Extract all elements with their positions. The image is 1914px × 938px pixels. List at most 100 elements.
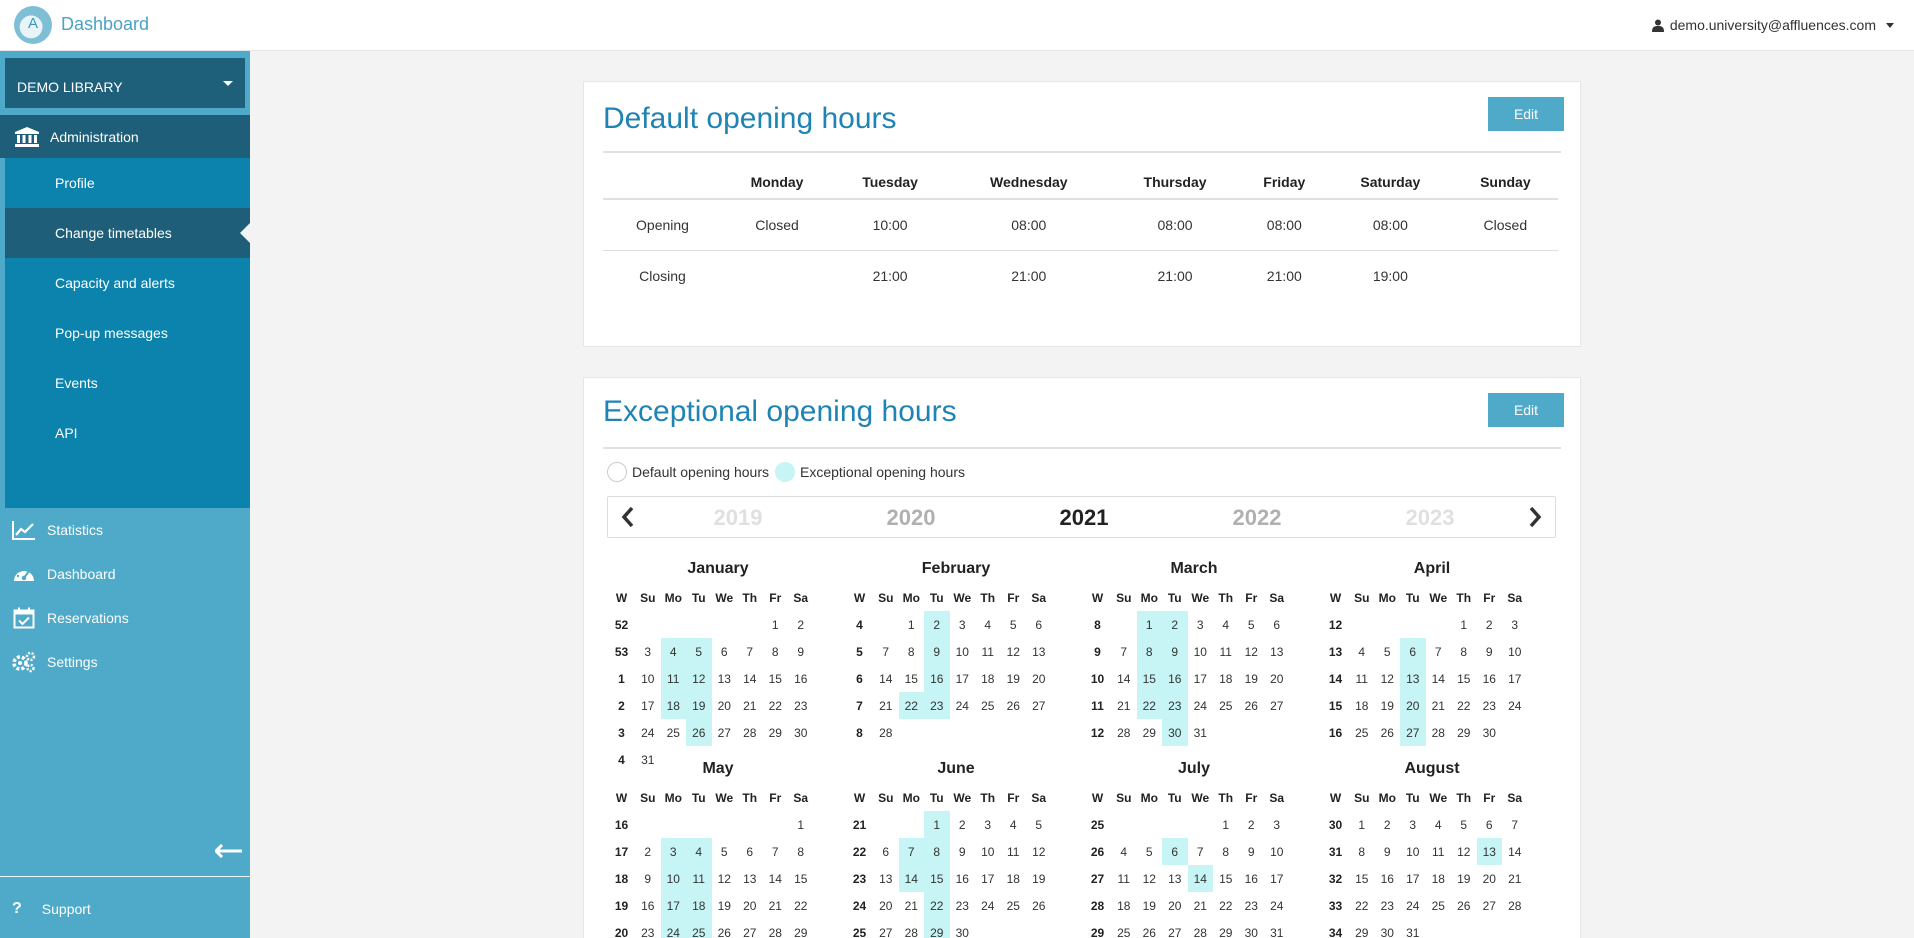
- day-cell[interactable]: 15: [1219, 871, 1233, 886]
- day-cell[interactable]: 4: [1009, 817, 1017, 832]
- day-cell[interactable]: 20: [1168, 898, 1182, 913]
- day-cell[interactable]: 9: [797, 644, 805, 659]
- day-cell[interactable]: 12: [1380, 671, 1394, 686]
- day-cell[interactable]: 13: [1168, 871, 1182, 886]
- day-cell[interactable]: 30: [1244, 925, 1258, 938]
- day-cell[interactable]: 29: [1457, 725, 1471, 740]
- day-cell[interactable]: 28: [879, 725, 893, 740]
- day-cell[interactable]: 18: [660, 692, 686, 719]
- day-cell[interactable]: 1: [1222, 817, 1230, 832]
- sidebar-item-dashboard[interactable]: Dashboard: [0, 552, 250, 596]
- day-cell[interactable]: 3: [1273, 817, 1281, 832]
- day-cell[interactable]: 10: [955, 644, 969, 659]
- day-cell[interactable]: 12: [1032, 844, 1046, 859]
- day-cell[interactable]: 17: [1508, 671, 1522, 686]
- day-cell[interactable]: 27: [1400, 719, 1426, 746]
- day-cell[interactable]: 6: [882, 844, 890, 859]
- day-cell[interactable]: 19: [1457, 871, 1471, 886]
- day-cell[interactable]: 9: [1383, 844, 1391, 859]
- day-cell[interactable]: 8: [797, 844, 805, 859]
- day-cell[interactable]: 5: [1460, 817, 1468, 832]
- day-cell[interactable]: 26: [1244, 698, 1258, 713]
- day-cell[interactable]: 30: [1482, 725, 1496, 740]
- day-cell[interactable]: 21: [1431, 698, 1445, 713]
- day-cell[interactable]: 3: [1409, 817, 1417, 832]
- day-cell[interactable]: 30: [1162, 719, 1188, 746]
- day-cell[interactable]: 30: [1380, 925, 1394, 938]
- day-cell[interactable]: 12: [1142, 871, 1156, 886]
- day-cell[interactable]: 8: [1222, 844, 1230, 859]
- day-cell[interactable]: 15: [1136, 665, 1162, 692]
- day-cell[interactable]: 13: [717, 671, 731, 686]
- day-cell[interactable]: 18: [1431, 871, 1445, 886]
- day-cell[interactable]: 22: [1457, 698, 1471, 713]
- app-title[interactable]: Dashboard: [61, 14, 150, 34]
- day-cell[interactable]: 7: [882, 644, 890, 659]
- submenu-item-api[interactable]: API: [55, 425, 78, 441]
- day-cell[interactable]: 31: [1193, 725, 1207, 740]
- day-cell[interactable]: 5: [1247, 617, 1255, 632]
- day-cell[interactable]: 25: [1431, 898, 1445, 913]
- day-cell[interactable]: 20: [717, 698, 731, 713]
- day-cell[interactable]: 2: [644, 844, 652, 859]
- sidebar-item-statistics[interactable]: Statistics: [0, 508, 250, 552]
- user-menu[interactable]: demo.university@affluences.com: [1651, 17, 1894, 33]
- day-cell[interactable]: 1: [1136, 611, 1162, 638]
- day-cell[interactable]: 18: [686, 892, 712, 919]
- day-cell[interactable]: 8: [924, 838, 950, 865]
- day-cell[interactable]: 7: [1120, 644, 1128, 659]
- submenu-item-events[interactable]: Events: [55, 375, 98, 391]
- day-cell[interactable]: 17: [981, 871, 995, 886]
- day-cell[interactable]: 11: [981, 644, 994, 659]
- day-cell[interactable]: 11: [1432, 844, 1445, 859]
- chevron-left-icon[interactable]: [616, 504, 642, 530]
- day-cell[interactable]: 21: [1193, 898, 1207, 913]
- day-cell[interactable]: 11: [660, 665, 686, 692]
- day-cell[interactable]: 16: [924, 665, 950, 692]
- day-cell[interactable]: 25: [1006, 898, 1020, 913]
- day-cell[interactable]: 18: [1117, 898, 1131, 913]
- day-cell[interactable]: 21: [1508, 871, 1522, 886]
- day-cell[interactable]: 22: [768, 698, 782, 713]
- day-cell[interactable]: 9: [1247, 844, 1255, 859]
- day-cell[interactable]: 18: [1355, 698, 1369, 713]
- day-cell[interactable]: 11: [686, 865, 712, 892]
- day-cell[interactable]: 18: [1006, 871, 1020, 886]
- day-cell[interactable]: 6: [1162, 838, 1188, 865]
- day-cell[interactable]: 20: [1400, 692, 1426, 719]
- year-2023[interactable]: 2023: [1405, 505, 1455, 530]
- day-cell[interactable]: 7: [898, 838, 924, 865]
- day-cell[interactable]: 1: [1358, 817, 1366, 832]
- day-cell[interactable]: 4: [1358, 644, 1366, 659]
- day-cell[interactable]: 20: [1032, 671, 1046, 686]
- day-cell[interactable]: 2: [1383, 817, 1391, 832]
- day-cell[interactable]: 24: [1270, 898, 1284, 913]
- chevron-right-icon[interactable]: [1521, 504, 1547, 530]
- day-cell[interactable]: 13: [1476, 838, 1502, 865]
- day-cell[interactable]: 14: [1117, 671, 1131, 686]
- day-cell[interactable]: 21: [768, 898, 782, 913]
- day-cell[interactable]: 9: [1162, 638, 1188, 665]
- day-cell[interactable]: 2: [1247, 817, 1255, 832]
- day-cell[interactable]: 26: [686, 719, 712, 746]
- day-cell[interactable]: 12: [1244, 644, 1258, 659]
- year-2020[interactable]: 2020: [886, 505, 936, 530]
- day-cell[interactable]: 24: [981, 898, 995, 913]
- day-cell[interactable]: 24: [1193, 698, 1207, 713]
- day-cell[interactable]: 17: [1193, 671, 1207, 686]
- day-cell[interactable]: 29: [1142, 725, 1156, 740]
- day-cell[interactable]: 4: [1222, 617, 1230, 632]
- day-cell[interactable]: 21: [904, 898, 918, 913]
- day-cell[interactable]: 5: [720, 844, 728, 859]
- day-cell[interactable]: 15: [904, 671, 918, 686]
- day-cell[interactable]: 23: [1482, 698, 1496, 713]
- sidebar-item-settings[interactable]: Settings: [0, 640, 250, 684]
- day-cell[interactable]: 10: [641, 671, 655, 686]
- day-cell[interactable]: 31: [641, 752, 655, 767]
- day-cell[interactable]: 17: [660, 892, 686, 919]
- day-cell[interactable]: 20: [743, 898, 757, 913]
- day-cell[interactable]: 4: [1434, 817, 1442, 832]
- day-cell[interactable]: 24: [660, 919, 686, 938]
- day-cell[interactable]: 23: [1380, 898, 1394, 913]
- day-cell[interactable]: 12: [1006, 644, 1020, 659]
